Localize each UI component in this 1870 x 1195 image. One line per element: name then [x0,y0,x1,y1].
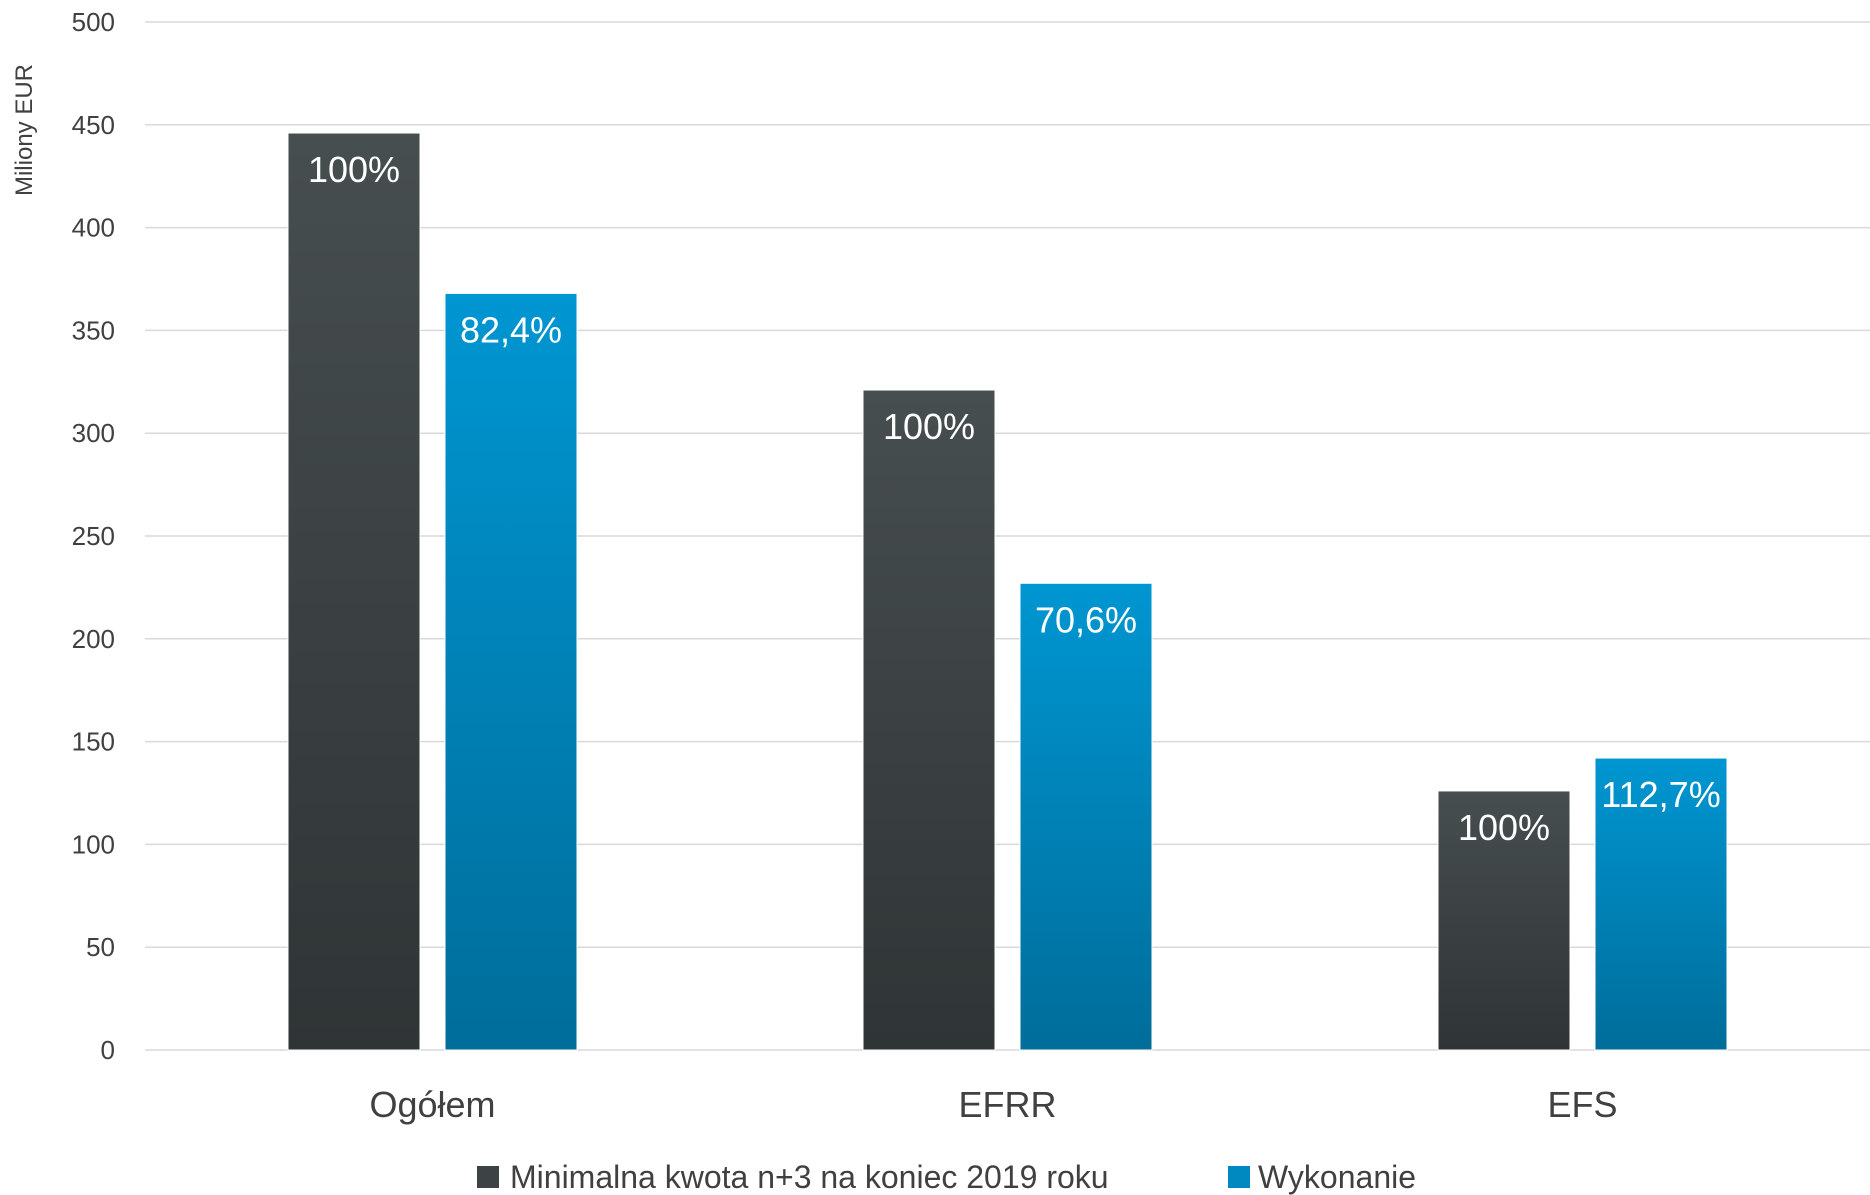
y-tick-label: 0 [101,1035,115,1065]
data-label: 100% [308,149,400,190]
y-tick-label: 200 [72,624,115,654]
data-label: 70,6% [1035,599,1137,640]
legend-swatch [1228,1166,1250,1188]
legend-swatch [477,1166,499,1188]
data-label: 82,4% [460,309,562,350]
x-tick-label: Ogółem [369,1084,495,1125]
y-tick-label: 450 [72,110,115,140]
legend-label: Wykonanie [1258,1159,1416,1195]
bar-execution [444,292,578,1051]
y-tick-label: 250 [72,521,115,551]
legend: Minimalna kwota n+3 na koniec 2019 roku W… [477,1159,1416,1195]
bar-execution [1019,582,1153,1051]
data-label: 100% [883,406,975,447]
y-tick-label: 500 [72,7,115,37]
y-axis: 0 50 100 150 200 250 300 350 400 450 500 [72,7,115,1065]
bar-execution [1594,757,1728,1051]
x-tick-label: EFS [1547,1084,1617,1125]
y-tick-label: 350 [72,315,115,345]
bar-target [287,132,421,1051]
y-tick-label: 300 [72,418,115,448]
data-label: 112,7% [1601,774,1720,815]
gridlines [145,21,1870,1051]
bar-target [862,389,996,1051]
x-tick-label: EFRR [959,1084,1057,1125]
legend-label: Minimalna kwota n+3 na koniec 2019 roku [510,1159,1109,1195]
data-labels: 100% 82,4% 100% 70,6% 100% 112,7% [308,149,1721,848]
y-tick-label: 100 [72,829,115,859]
data-label: 100% [1458,807,1550,848]
y-tick-label: 50 [86,932,115,962]
y-axis-title: Miliony EUR [11,64,38,196]
x-axis: Ogółem EFRR EFS [369,1084,1617,1125]
bar-target [1437,790,1571,1051]
bars [287,132,1728,1051]
y-tick-label: 400 [72,213,115,243]
y-tick-label: 150 [72,727,115,757]
